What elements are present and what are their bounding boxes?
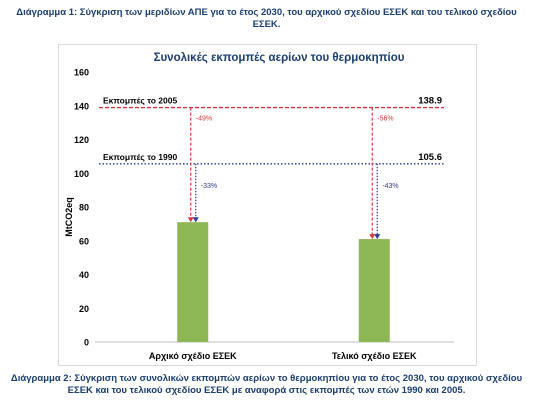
chart-title: Συνολικές εκπομπές αερίων του θερμοκηπίο… [154, 52, 405, 64]
bar [177, 222, 209, 342]
caption-top: Διάγραμμα 1: Σύγκριση των μεριδίων ΑΠΕ γ… [16, 7, 517, 30]
annotation-arrowhead [192, 217, 199, 223]
reference-line-label: Εκπομπές το 1990 [103, 152, 177, 162]
y-tick-label: 20 [79, 304, 89, 314]
annotation-label: -33% [201, 183, 217, 190]
emissions-chart: Συνολικές εκπομπές αερίων του θερμοκηπίο… [64, 52, 454, 361]
y-axis-label: MtCO2eq [64, 197, 74, 237]
reference-line-label: Εκπομπές το 2005 [103, 96, 177, 106]
y-tick-label: 40 [79, 270, 89, 280]
annotation-label: -56% [377, 116, 393, 123]
y-tick-label: 0 [84, 338, 89, 348]
reference-line-value: 138.9 [418, 96, 442, 107]
y-tick-label: 140 [74, 101, 89, 111]
y-tick-label: 120 [74, 135, 89, 145]
chart-container: Συνολικές εκπομπές αερίων του θερμοκηπίο… [58, 44, 477, 366]
x-tick-label: Τελικό σχέδιο ΕΣΕΚ [332, 351, 417, 361]
y-tick-label: 80 [79, 203, 89, 213]
annotation-label: -49% [196, 116, 212, 123]
annotation-arrowhead [369, 234, 376, 240]
plot-area: 0 20 40 60 80 100 120 140 160 Αρχικό σχέδιο ΕΣΕΚ Τ… [74, 68, 454, 361]
x-tick-label: Αρχικό σχέδιο ΕΣΕΚ [149, 351, 237, 361]
annotation-arrowhead [187, 217, 194, 223]
caption-bottom: Διάγραμμα 2: Σύγκριση των συνολικών εκπο… [10, 373, 523, 396]
reference-line-value: 105.6 [418, 152, 442, 163]
y-tick-label: 100 [74, 169, 89, 179]
bar [358, 239, 390, 342]
y-tick-label: 160 [74, 68, 89, 78]
annotation-arrowhead [374, 234, 381, 240]
annotation-label: -43% [382, 183, 398, 190]
y-tick-label: 60 [79, 236, 89, 246]
